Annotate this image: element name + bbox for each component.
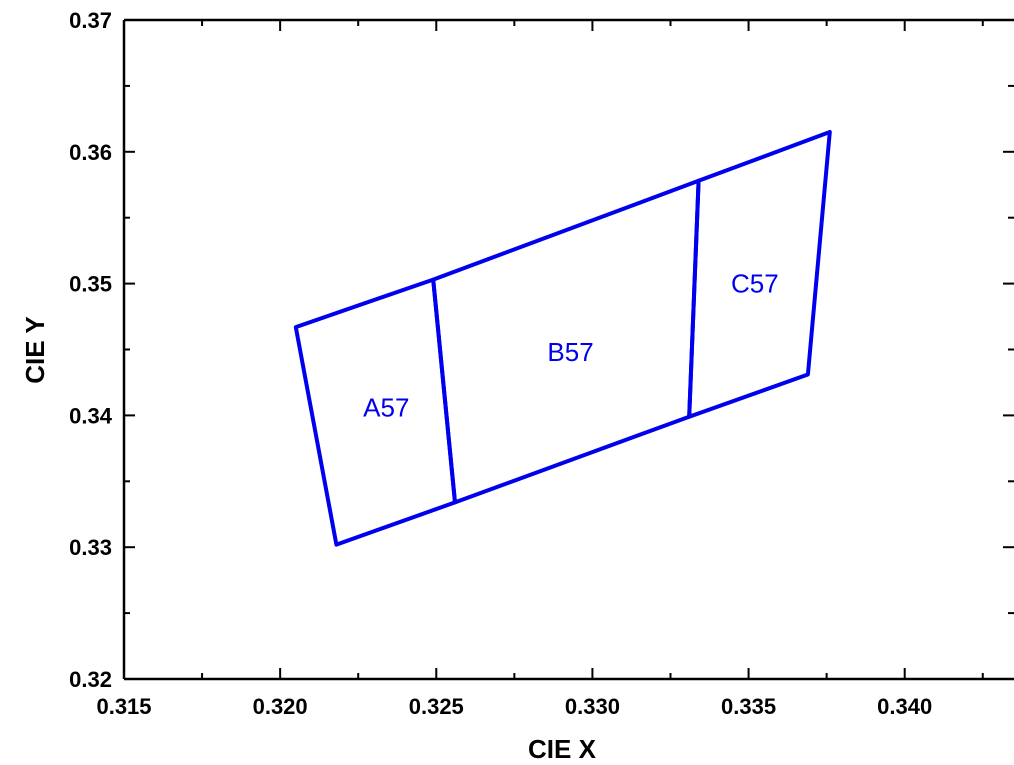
x-tick-label: 0.340 [877, 694, 932, 719]
y-tick-label: 0.34 [69, 403, 113, 428]
y-tick-label: 0.32 [69, 667, 112, 692]
x-tick-label: 0.335 [721, 694, 776, 719]
x-axis-title: CIE X [528, 734, 597, 764]
region-b57-label: B57 [547, 337, 593, 367]
y-axis-title: CIE Y [20, 316, 50, 383]
y-tick-label: 0.37 [69, 8, 112, 33]
regions: A57 B57 C57 [293, 130, 832, 547]
region-c57-outline [687, 130, 832, 419]
x-tick-label: 0.320 [253, 694, 308, 719]
region-c57-label: C57 [731, 269, 779, 299]
axis-ticks: 0.315 0.320 0.325 0.330 0.335 0.340 0.32 0.33 0.… [69, 8, 1014, 719]
y-tick-label: 0.35 [69, 272, 112, 297]
y-tick-label: 0.36 [69, 140, 112, 165]
y-tick-label: 0.33 [69, 535, 112, 560]
region-a57-label: A57 [363, 392, 409, 422]
x-tick-label: 0.325 [409, 694, 464, 719]
x-tick-label: 0.315 [96, 694, 151, 719]
x-tick-label: 0.330 [565, 694, 620, 719]
